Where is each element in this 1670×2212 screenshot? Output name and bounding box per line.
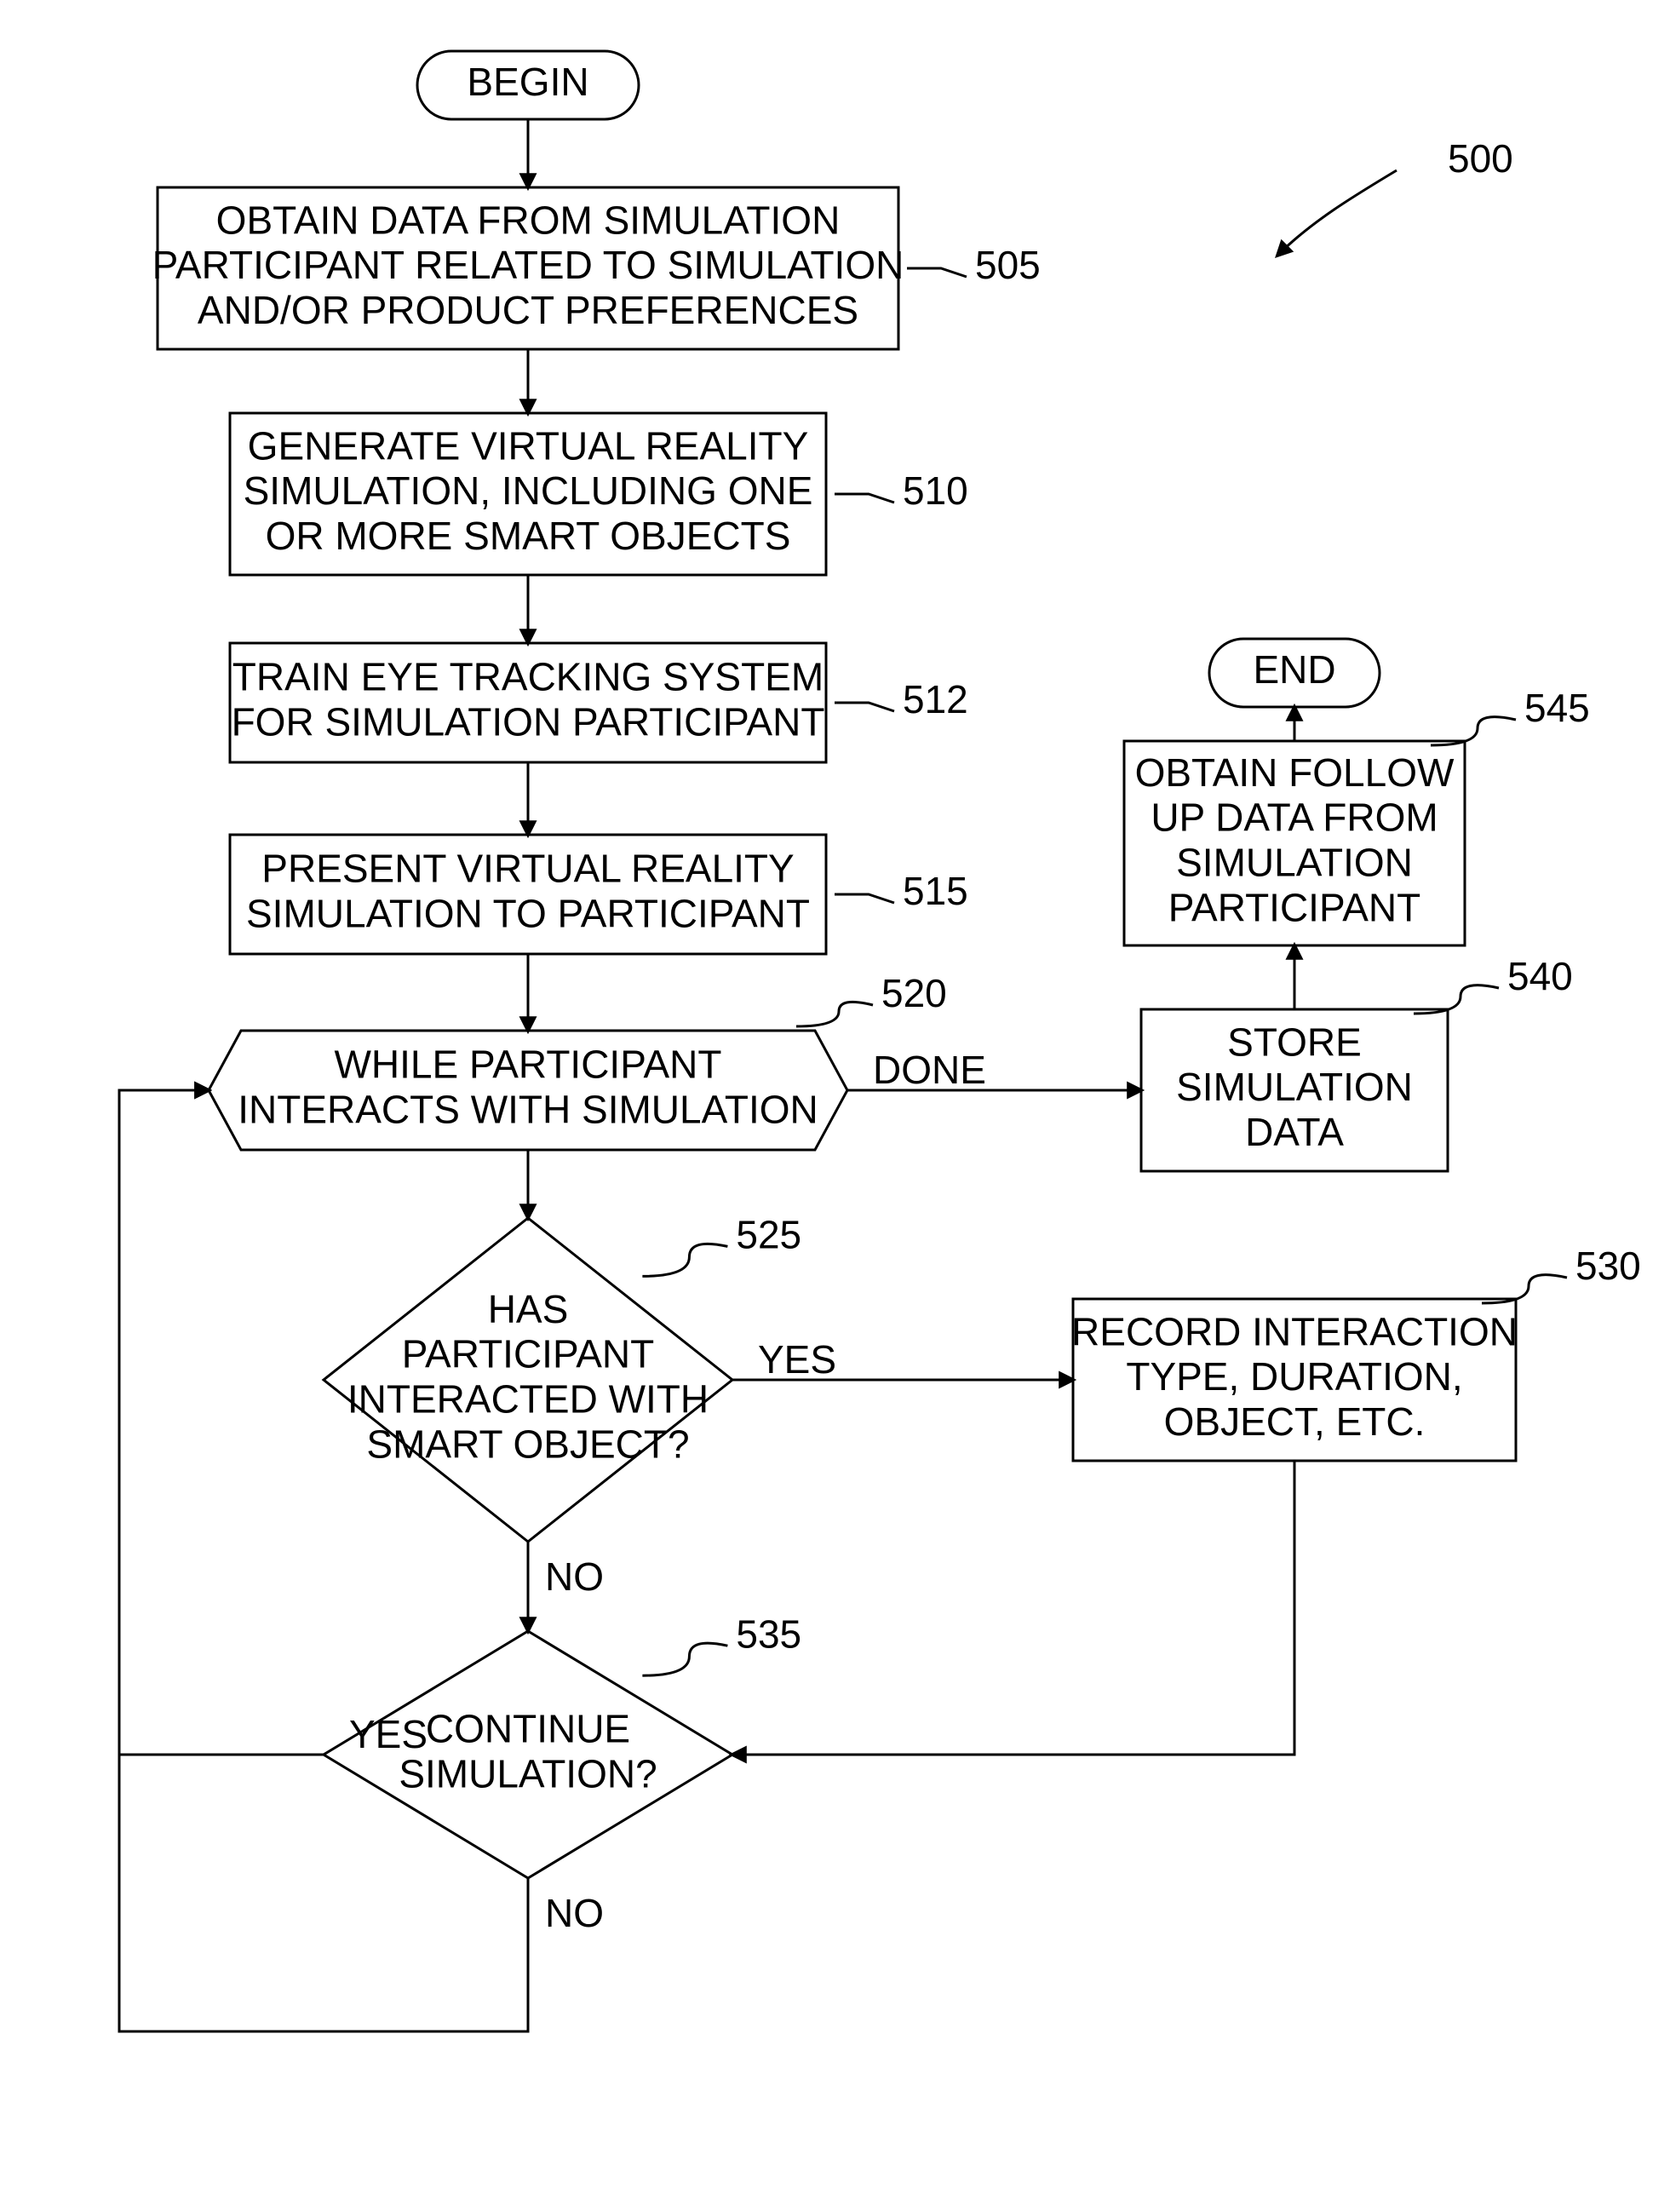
node-text: OBTAIN DATA FROM SIMULATION	[216, 198, 841, 242]
ref-number: 520	[881, 971, 947, 1015]
edge-label: DONE	[873, 1048, 986, 1092]
edge-label: NO	[545, 1554, 604, 1599]
ref-leader	[835, 894, 894, 903]
node-text: SMART OBJECT?	[366, 1422, 689, 1467]
node-text: GENERATE VIRTUAL REALITY	[248, 423, 809, 468]
node-text: END	[1253, 647, 1335, 692]
edge-label: NO	[545, 1891, 604, 1935]
node-text: AND/OR PRODUCT PREFERENCES	[198, 288, 858, 332]
node-text: INTERACTS WITH SIMULATION	[238, 1088, 818, 1132]
node-text: PRESENT VIRTUAL REALITY	[261, 847, 794, 891]
node-text: HAS	[488, 1287, 569, 1331]
node-text: PARTICIPANT RELATED TO SIMULATION	[152, 243, 904, 287]
node-text: SIMULATION?	[399, 1752, 657, 1796]
flow-edge	[119, 1090, 528, 2031]
ref-number: 540	[1507, 954, 1573, 998]
edge-label: YES	[758, 1337, 836, 1382]
node-text: TRAIN EYE TRACKING SYSTEM	[232, 655, 824, 699]
ref-number: 545	[1524, 686, 1590, 730]
edge-label: YES	[349, 1712, 428, 1756]
node-text: SIMULATION, INCLUDING ONE	[244, 468, 813, 513]
node-text: STORE	[1227, 1020, 1362, 1064]
ref-number: 525	[736, 1213, 801, 1257]
ref-leader	[796, 1002, 873, 1026]
node-text: OBTAIN FOLLOW	[1135, 750, 1455, 795]
node-text: SIMULATION	[1176, 1065, 1413, 1109]
node-text: WHILE PARTICIPANT	[335, 1043, 722, 1087]
ref-leader	[835, 494, 894, 503]
node-text: OR MORE SMART OBJECTS	[266, 514, 791, 558]
ref-number: 505	[975, 243, 1041, 287]
figure-ref-number: 500	[1448, 136, 1513, 181]
node-text: BEGIN	[467, 60, 588, 104]
node-text: RECORD INTERACTION	[1071, 1309, 1518, 1353]
figure-ref-arrow	[1277, 170, 1397, 256]
ref-leader	[642, 1643, 727, 1675]
node-text: TYPE, DURATION,	[1126, 1354, 1462, 1399]
ref-number: 530	[1575, 1244, 1641, 1288]
node-text: UP DATA FROM	[1151, 796, 1438, 840]
node-text: OBJECT, ETC.	[1164, 1399, 1426, 1444]
node-text: INTERACTED WITH	[347, 1377, 709, 1422]
flow-edge	[732, 1461, 1294, 1755]
ref-leader	[835, 703, 894, 711]
flowchart: BEGINOBTAIN DATA FROM SIMULATIONPARTICIP…	[0, 0, 1670, 2212]
ref-leader	[907, 268, 967, 277]
node-text: SIMULATION TO PARTICIPANT	[246, 892, 810, 936]
ref-number: 512	[903, 677, 968, 721]
flow-edge	[119, 1090, 324, 1755]
node-text: PARTICIPANT	[1168, 886, 1420, 930]
ref-number: 510	[903, 468, 968, 513]
node-text: SIMULATION	[1176, 841, 1413, 885]
ref-leader	[642, 1244, 727, 1276]
ref-number: 535	[736, 1612, 801, 1656]
node-text: DATA	[1245, 1110, 1344, 1154]
node-text: FOR SIMULATION PARTICIPANT	[232, 700, 825, 744]
ref-number: 515	[903, 869, 968, 913]
node-text: CONTINUE	[426, 1707, 630, 1751]
node-text: PARTICIPANT	[402, 1332, 654, 1376]
